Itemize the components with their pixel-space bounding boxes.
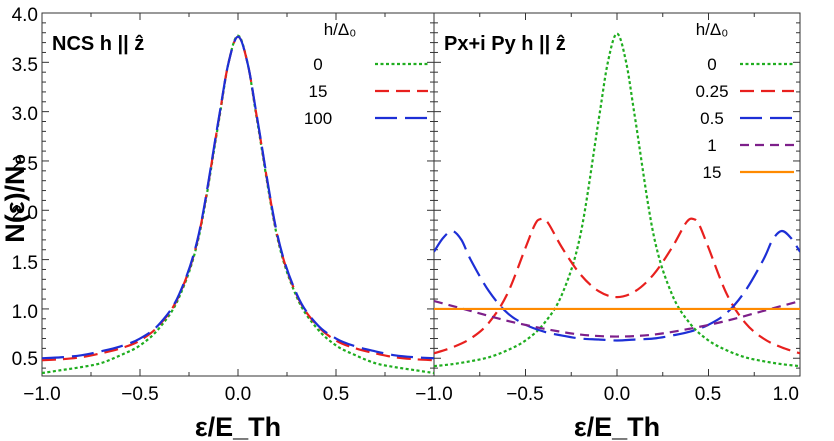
y-tick-label: 0.5 — [12, 349, 38, 370]
legend-entry-label: 100 — [304, 109, 332, 128]
left-legend-title: h/Δ₀ — [324, 20, 357, 39]
y-tick-label: 1.0 — [12, 302, 38, 323]
legend-entry-label: 0 — [313, 55, 322, 74]
y-tick-label: 4.0 — [12, 5, 38, 26]
legend-entry-label: 15 — [309, 82, 328, 101]
x-axis-label-right: ε/E_Th — [574, 412, 660, 441]
right-legend-title: h/Δ₀ — [696, 20, 729, 39]
x-tick-label: 0.5 — [323, 384, 349, 405]
right-legend: 0 0.25 0.5 1 15 — [695, 55, 794, 182]
legend-entry-label: 15 — [703, 163, 722, 182]
legend-entry-label: 0 — [707, 55, 716, 74]
x-tick-label: 0.5 — [695, 384, 721, 405]
series-line-0 — [42, 34, 434, 375]
series-line-0_5 — [434, 229, 800, 342]
x-tick-label: −0.5 — [121, 384, 159, 405]
x-tick-label: −1.0 — [23, 384, 61, 405]
y-tick-label: 2.5 — [12, 154, 38, 175]
x-tick-label: 0.0 — [604, 384, 630, 405]
legend-entry-label: 1 — [707, 136, 716, 155]
series-line-15 — [42, 35, 434, 362]
legend-entry-label: 0.5 — [700, 109, 724, 128]
x-tick-label: 1.0 — [773, 384, 799, 405]
series-line-0 — [434, 32, 800, 368]
y-tick-labels: 0.5 1.0 1.5 2.0 2.5 3.0 3.5 4.0 — [12, 5, 38, 370]
x-tick-labels-left: −1.0 −0.5 0.0 0.5 — [23, 384, 349, 405]
left-panel-title: NCS h || ẑ — [52, 33, 144, 55]
x-tick-labels-right: −1.0 −0.5 0.0 0.5 1.0 — [415, 384, 799, 405]
y-tick-label: 3.5 — [12, 55, 38, 76]
series-line-0_25 — [434, 217, 800, 355]
series-line-100 — [42, 35, 434, 360]
x-tick-label: −0.5 — [506, 384, 544, 405]
left-panel-frame — [41, 12, 435, 377]
y-tick-label: 3.0 — [12, 104, 38, 125]
y-tick-label: 1.5 — [12, 253, 38, 274]
right-panel-title: Px+i Py h || ẑ — [444, 33, 566, 55]
left-panel-curves — [42, 34, 434, 375]
y-axis-label: N(ε)/N₀ — [0, 153, 30, 242]
x-axis-label-left: ε/E_Th — [195, 412, 281, 441]
series-line-1 — [434, 299, 800, 338]
x-tick-label: 0.0 — [225, 384, 251, 405]
x-tick-label: −1.0 — [415, 384, 453, 405]
legend-entry-label: 0.25 — [695, 82, 728, 101]
left-legend: 0 15 100 — [304, 55, 428, 128]
right-panel-curves — [434, 32, 800, 368]
y-tick-label: 2.0 — [12, 203, 38, 224]
tick-marks — [41, 12, 801, 376]
